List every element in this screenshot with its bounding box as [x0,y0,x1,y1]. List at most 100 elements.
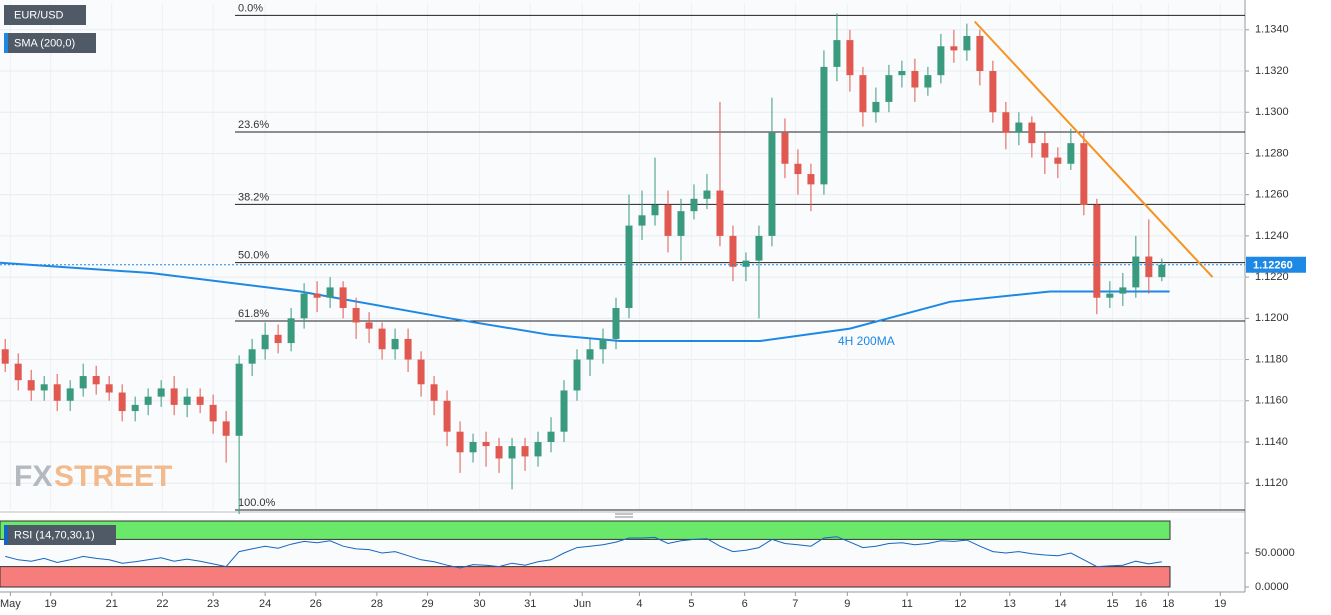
candle-body [508,446,516,459]
x-tick-label: 12 [954,598,966,610]
candle-body [183,396,191,405]
candle-body [131,404,139,412]
y-tick-label: 1.1320 [1255,65,1289,77]
candle-body [235,363,243,436]
candle-body [599,338,607,350]
candle-body [1080,143,1088,205]
candle-body [157,388,165,397]
y-tick-label: 1.1280 [1255,147,1289,159]
candle-body [885,75,893,102]
fib-label: 23.6% [238,119,269,131]
candle-body [677,211,685,236]
plot: 1.11201.11401.11601.11801.12001.12201.12… [0,2,1306,610]
candle-body [326,287,334,298]
x-tick-label: Jun [573,598,591,610]
x-tick-label: 21 [106,598,118,610]
candle-body [391,338,399,350]
trendline [973,20,1214,278]
candle-body [911,71,919,88]
price-pane [0,0,1245,510]
watermark-fx: FX [14,460,52,493]
y-tick-label: 1.1120 [1255,477,1288,489]
rsi-badge [4,525,116,545]
x-tick-label: 19 [45,598,57,610]
candle-body [352,308,360,323]
x-tick-label: 30 [473,598,485,610]
candle-body [573,359,581,391]
candle-body [27,380,35,391]
x-tick-label: 26 [310,598,322,610]
last-price-box [1246,256,1306,273]
candle-body [664,204,672,236]
sma-badge [4,33,96,53]
x-tick-label: 14 [1054,598,1066,610]
x-tick-label: 11 [901,598,912,610]
candle-body [898,71,906,76]
candle-body [287,318,295,344]
rsi-y-tick-label: 0.0000 [1255,581,1289,593]
candle-body [274,334,282,344]
candle-body [300,293,308,319]
symbol-label: EUR/USD [14,9,64,21]
candle-body [794,163,802,175]
candle-body [937,46,945,76]
x-tick-label: 29 [421,598,433,610]
candle-body [989,71,997,113]
rsi-overbought-band [0,520,1171,540]
x-tick-label: 31 [524,598,536,610]
candle-body [1002,112,1010,133]
x-tick-label: 13 [1004,598,1016,610]
candle-body [807,174,815,185]
candle-body [417,359,425,385]
sma-line [0,261,1170,342]
y-tick-label: 1.1140 [1255,436,1288,448]
candle-body [703,190,711,199]
candle-body [950,46,958,51]
candle-body [118,392,126,412]
candle-body [1028,122,1036,144]
candle-body [716,190,724,236]
fib-label: 0.0% [238,2,263,14]
x-tick-label: 9 [844,598,850,610]
y-tick-label: 1.1200 [1255,312,1289,324]
y-tick-label: 1.1340 [1255,24,1289,36]
x-tick-label: 23 [207,598,219,610]
sma-badge-color [4,33,8,53]
candle-body [846,40,854,76]
x-tick-label: 22 [156,598,168,610]
y-tick-label: 1.1300 [1255,106,1289,118]
sma-annotation: 4H 200MA [838,334,895,348]
rsi-label: RSI (14,70,30,1) [14,529,95,541]
candle-body [560,390,568,432]
candle-body [92,376,100,385]
candle-body [1106,293,1114,298]
x-tick-label: 7 [792,598,798,610]
candle-body [313,293,321,298]
candle-body [872,101,880,113]
x-tick-label: 4 [636,598,642,610]
candle-body [729,235,737,267]
candle-body [833,40,841,67]
candle-body [170,388,178,405]
candle-body [638,215,646,226]
candle-body [365,322,373,329]
candle-body [781,132,789,164]
candle-body [14,363,22,381]
x-tick-label: May [0,598,21,610]
candle-body [222,421,230,436]
y-tick-label: 1.1220 [1255,271,1289,283]
candle-body [521,446,529,457]
candle-body [976,35,984,72]
rsi-line [5,536,1162,569]
x-tick-label: 19 [1214,598,1226,610]
candle-body [1,349,9,364]
candle-body [1041,143,1049,158]
candle-body [66,388,74,401]
candle-body [1158,264,1166,278]
x-tick-label: 18 [1162,598,1174,610]
candle-body [859,75,867,113]
candle-body [105,384,113,393]
candle-body [534,441,542,457]
y-tick-label: 1.1180 [1255,353,1288,365]
